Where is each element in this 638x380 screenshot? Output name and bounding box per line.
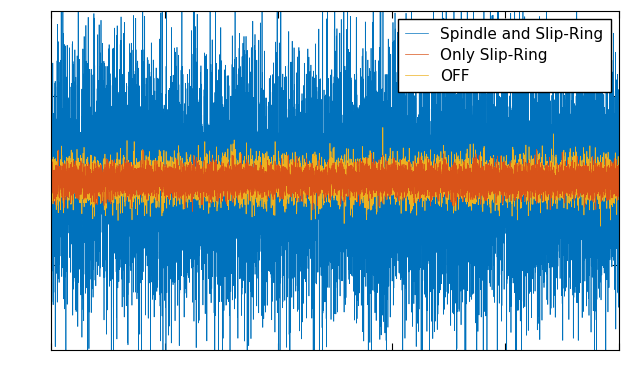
OFF (615, 197, 623, 202)
OFF (597, 224, 604, 228)
Only Slip-Ring (50, 170, 57, 175)
OFF (47, 186, 55, 191)
OFF (50, 177, 57, 181)
Only Slip-Ring (81, 180, 89, 185)
Line: Only Slip-Ring: Only Slip-Ring (51, 149, 619, 211)
OFF (379, 125, 387, 130)
OFF (158, 178, 166, 182)
Spindle and Slip-Ring (615, 137, 623, 142)
OFF (81, 175, 89, 179)
Spindle and Slip-Ring (71, 157, 78, 162)
Spindle and Slip-Ring (47, 147, 55, 151)
Only Slip-Ring (325, 187, 332, 192)
Legend: Spindle and Slip-Ring, Only Slip-Ring, OFF: Spindle and Slip-Ring, Only Slip-Ring, O… (397, 19, 611, 92)
OFF (325, 163, 332, 167)
Only Slip-Ring (533, 147, 540, 152)
Only Slip-Ring (615, 180, 623, 185)
Only Slip-Ring (585, 172, 593, 177)
Spindle and Slip-Ring (158, 182, 166, 186)
Only Slip-Ring (47, 175, 55, 180)
Spindle and Slip-Ring (585, 152, 593, 157)
Line: OFF: OFF (51, 127, 619, 226)
Spindle and Slip-Ring (50, 224, 57, 228)
Only Slip-Ring (158, 180, 166, 184)
OFF (585, 190, 593, 195)
Spindle and Slip-Ring (325, 138, 332, 142)
Spindle and Slip-Ring (81, 206, 89, 211)
Line: Spindle and Slip-Ring: Spindle and Slip-Ring (51, 0, 619, 380)
Only Slip-Ring (189, 209, 197, 214)
Only Slip-Ring (71, 186, 78, 190)
OFF (71, 178, 78, 183)
